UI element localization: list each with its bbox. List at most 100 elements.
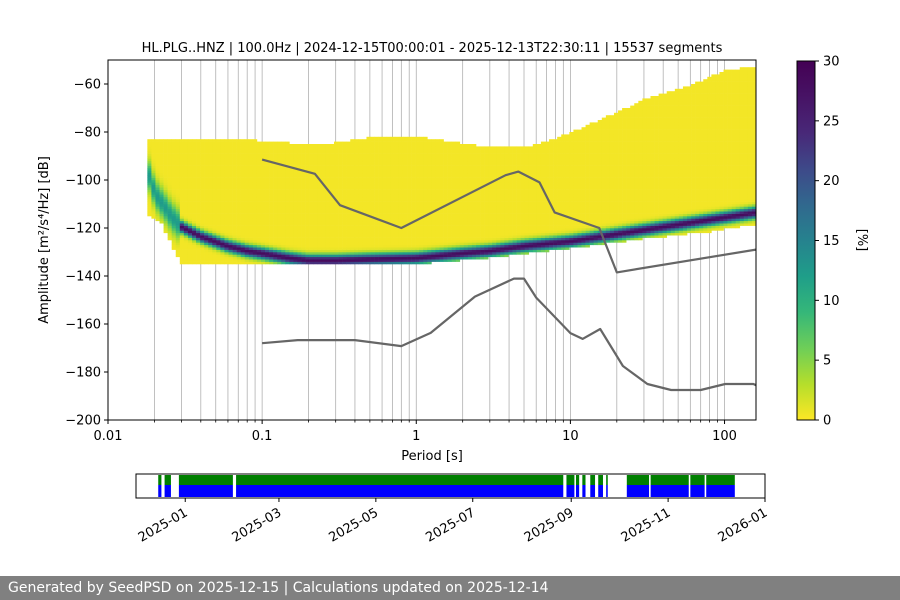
heatmap-cell — [338, 168, 343, 171]
heatmap-cell — [488, 218, 493, 222]
heatmap-cell — [317, 252, 323, 255]
heatmap-cell — [484, 175, 489, 178]
heatmap-cell — [252, 237, 258, 241]
heatmap-cell — [285, 206, 290, 210]
heatmap-cell — [329, 204, 335, 207]
heatmap-cell — [484, 172, 489, 176]
heatmap-cell — [260, 170, 266, 174]
heatmap-cell — [532, 172, 538, 176]
heatmap-cell — [204, 160, 209, 164]
heatmap-cell — [208, 196, 213, 200]
heatmap-cell — [549, 165, 554, 169]
heatmap-cell — [402, 249, 408, 253]
heatmap-cell — [520, 199, 526, 202]
heatmap-cell — [297, 252, 302, 255]
heatmap-cell — [508, 208, 513, 212]
heatmap-cell — [256, 182, 262, 186]
heatmap-cell — [273, 144, 278, 147]
heatmap-cell — [208, 204, 213, 207]
heatmap-cell — [196, 168, 201, 171]
heatmap-cell — [285, 259, 290, 262]
heatmap-cell — [407, 153, 412, 157]
heatmap-cell — [443, 189, 448, 193]
heatmap-cell — [390, 165, 396, 169]
heatmap-cell — [402, 180, 408, 183]
heatmap-cell — [516, 230, 521, 234]
heatmap-cell — [346, 175, 351, 178]
heatmap-cell — [285, 177, 290, 181]
heatmap-cell — [309, 165, 315, 169]
heatmap-cell — [484, 254, 489, 258]
heatmap-cell — [536, 153, 542, 157]
heatmap-cell — [313, 252, 319, 255]
heatmap-cell — [463, 189, 469, 193]
heatmap-cell — [370, 223, 375, 226]
heatmap-cell — [175, 228, 181, 231]
heatmap-cell — [248, 192, 254, 195]
heatmap-cell — [277, 148, 282, 152]
heatmap-cell — [488, 199, 493, 202]
heatmap-cell — [338, 247, 343, 250]
heatmap-cell — [248, 230, 254, 234]
heatmap-cell — [504, 168, 509, 171]
heatmap-cell — [329, 199, 335, 202]
heatmap-cell — [553, 242, 558, 246]
heatmap-cell — [252, 156, 258, 159]
heatmap-cell — [196, 230, 201, 234]
heatmap-cell — [191, 141, 197, 145]
heatmap-cell — [411, 196, 416, 200]
heatmap-cell — [398, 249, 404, 253]
heatmap-cell — [516, 249, 521, 253]
heatmap-cell — [407, 139, 412, 142]
heatmap-cell — [244, 216, 250, 219]
heatmap-cell — [492, 216, 497, 219]
heatmap-cell — [196, 252, 201, 255]
heatmap-cell — [277, 244, 282, 248]
heatmap-cell — [549, 144, 554, 147]
heatmap-cell — [427, 254, 432, 258]
heatmap-cell — [471, 168, 477, 171]
heatmap-cell — [370, 235, 375, 238]
heatmap-cell — [346, 259, 351, 262]
heatmap-cell — [191, 196, 197, 200]
heatmap-cell — [175, 218, 181, 222]
heatmap-cell — [455, 184, 461, 188]
heatmap-cell — [407, 165, 412, 169]
heatmap-cell — [163, 228, 168, 231]
heatmap-cell — [378, 206, 383, 210]
heatmap-cell — [407, 146, 412, 150]
heatmap-cell — [163, 158, 168, 162]
heatmap-cell — [196, 235, 201, 238]
heatmap-cell — [191, 237, 197, 241]
heatmap-cell — [362, 220, 367, 224]
heatmap-cell — [151, 139, 156, 142]
heatmap-cell — [305, 204, 310, 207]
heatmap-cell — [338, 144, 343, 147]
heatmap-cell — [220, 225, 225, 229]
heatmap-cell — [338, 153, 343, 157]
heatmap-cell — [443, 249, 448, 253]
heatmap-cell — [386, 165, 392, 169]
heatmap-cell — [354, 144, 359, 147]
heatmap-cell — [147, 163, 152, 166]
heatmap-cell — [451, 259, 457, 262]
heatmap-cell — [467, 148, 473, 152]
heatmap-cell — [362, 163, 367, 166]
heatmap-cell — [204, 189, 209, 193]
heatmap-cell — [435, 232, 440, 236]
heatmap-cell — [484, 146, 489, 150]
heatmap-cell — [293, 189, 298, 193]
heatmap-cell — [431, 151, 436, 154]
heatmap-cell — [366, 237, 371, 241]
heatmap-cell — [277, 201, 282, 205]
heatmap-cell — [455, 254, 461, 258]
heatmap-cell — [187, 189, 193, 193]
heatmap-cell — [212, 218, 217, 222]
heatmap-cell — [334, 247, 339, 250]
heatmap-cell — [293, 199, 298, 202]
heatmap-cell — [297, 244, 302, 248]
heatmap-cell — [488, 244, 493, 248]
heatmap-cell — [196, 139, 201, 142]
heatmap-cell — [520, 187, 526, 190]
heatmap-cell — [293, 151, 298, 154]
